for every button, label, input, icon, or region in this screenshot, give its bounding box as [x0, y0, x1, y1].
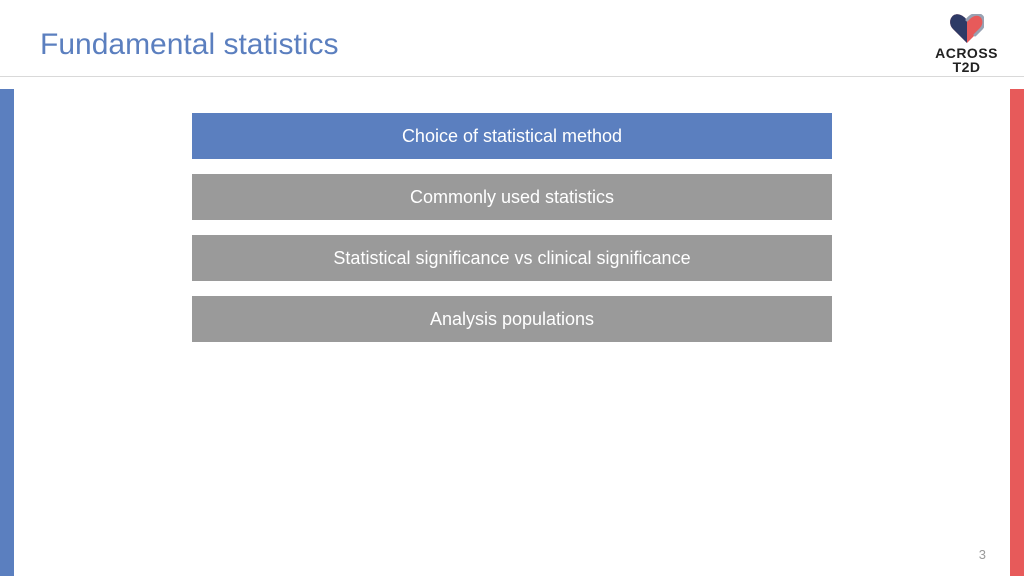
- topic-label: Statistical significance vs clinical sig…: [333, 248, 690, 269]
- topic-item: Analysis populations: [192, 296, 832, 342]
- topic-item: Commonly used statistics: [192, 174, 832, 220]
- brand-logo: ACROSS T2D: [935, 14, 998, 74]
- left-accent-stripe: [0, 89, 14, 576]
- topic-label: Commonly used statistics: [410, 187, 614, 208]
- slide-title: Fundamental statistics: [40, 28, 338, 62]
- slide-header: Fundamental statistics: [0, 0, 1024, 77]
- page-number: 3: [979, 547, 986, 562]
- logo-text-line1: ACROSS: [935, 46, 998, 60]
- topic-label: Analysis populations: [430, 309, 594, 330]
- topic-item: Statistical significance vs clinical sig…: [192, 235, 832, 281]
- logo-text-line2: T2D: [935, 60, 998, 74]
- right-accent-stripe: [1010, 89, 1024, 576]
- topic-label: Choice of statistical method: [402, 126, 622, 147]
- topic-list: Choice of statistical method Commonly us…: [0, 77, 1024, 342]
- topic-item-active: Choice of statistical method: [192, 113, 832, 159]
- heart-icon: [950, 14, 984, 44]
